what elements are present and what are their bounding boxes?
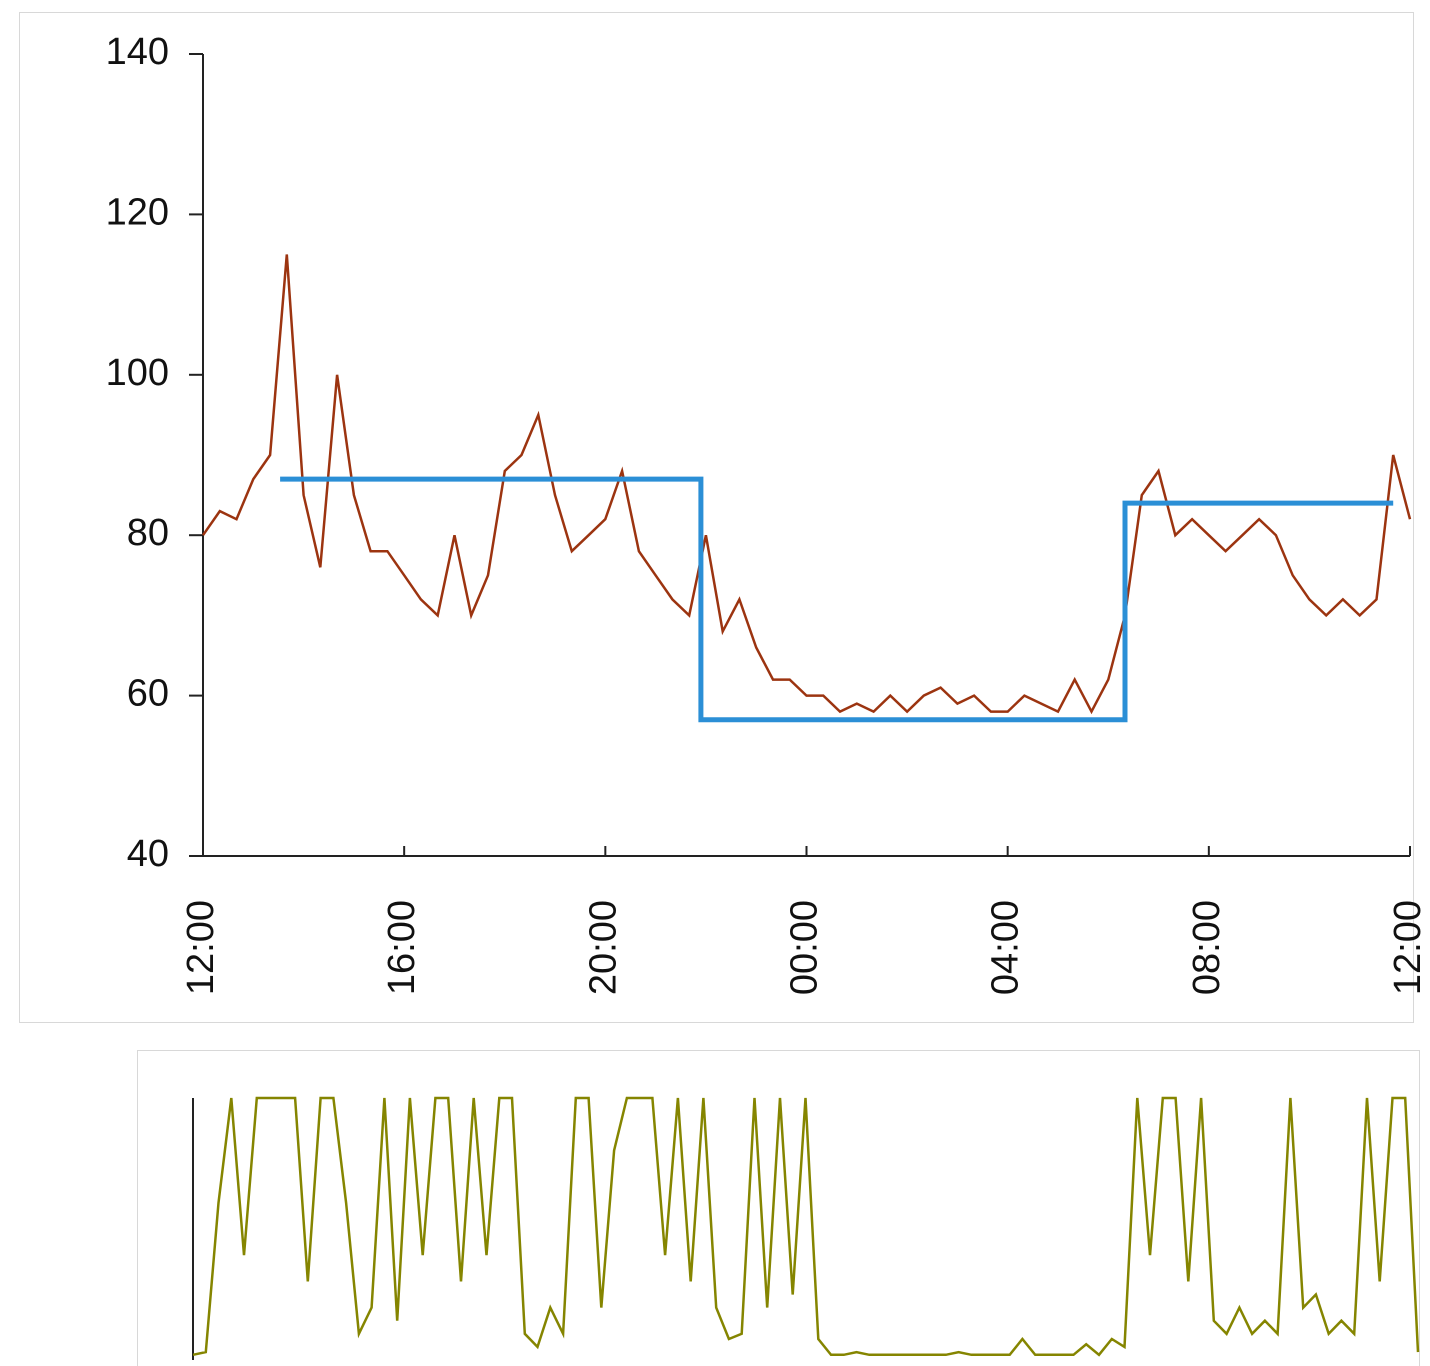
- data-line: [280, 476, 1394, 723]
- y-tick-label: 140: [106, 31, 169, 73]
- x-tick-label: 12:00: [1387, 900, 1429, 995]
- x-tick-label: 16:00: [381, 900, 423, 995]
- y-tick-label: 120: [106, 191, 169, 233]
- panel-top: [19, 12, 1414, 1023]
- data-line: [192, 1096, 1420, 1357]
- x-tick-label: 04:00: [985, 900, 1027, 995]
- x-tick-label: 20:00: [582, 900, 624, 995]
- y-tick-label: 60: [127, 673, 169, 715]
- x-tick-label: 08:00: [1186, 900, 1228, 995]
- x-tick-label: 12:00: [180, 900, 222, 995]
- y-tick-label: 80: [127, 512, 169, 554]
- data-line: [201, 254, 1412, 715]
- y-tick-label: 40: [127, 833, 169, 875]
- y-tick-label: 100: [106, 352, 169, 394]
- x-tick-label: 00:00: [784, 900, 826, 995]
